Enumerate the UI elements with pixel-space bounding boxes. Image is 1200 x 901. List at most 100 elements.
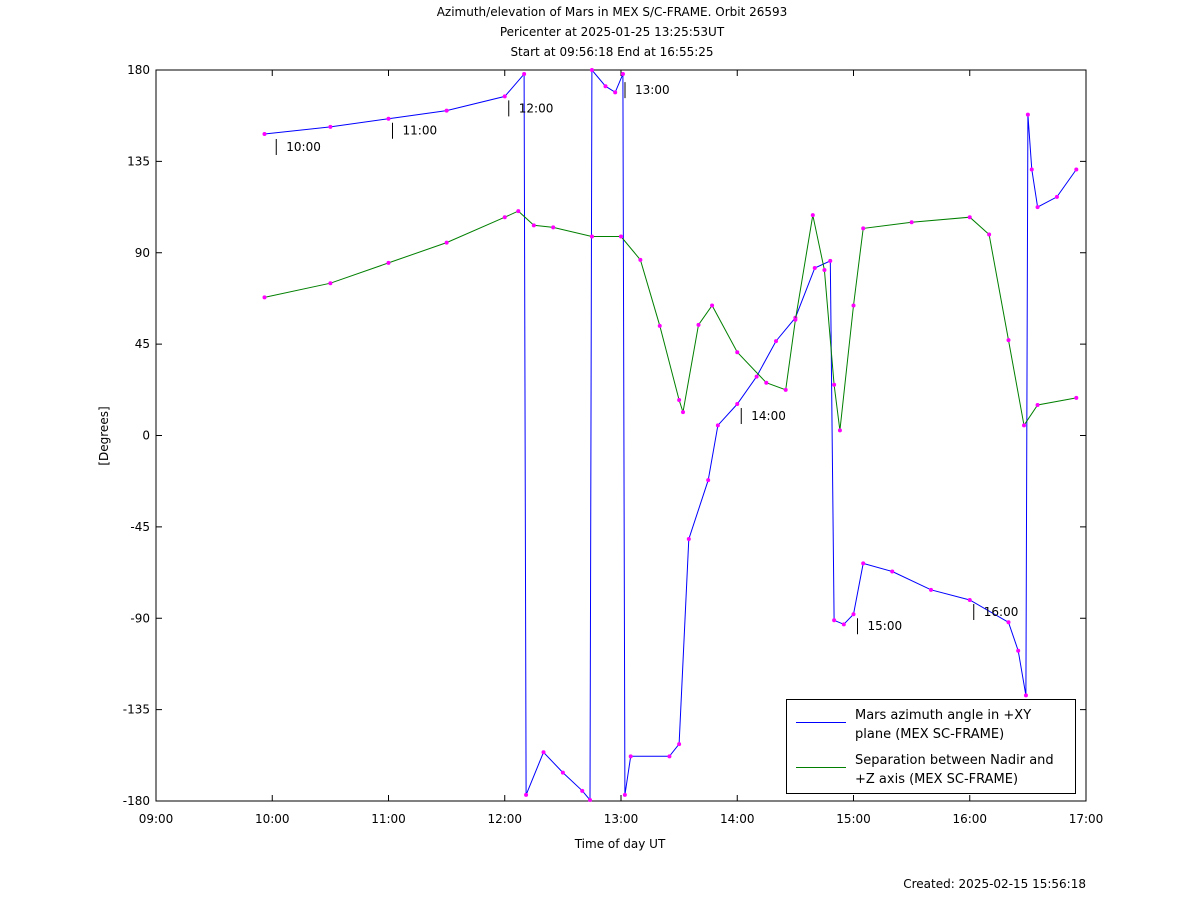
point-marker: [715, 423, 720, 428]
point-marker: [1035, 403, 1040, 408]
point-marker: [841, 622, 846, 627]
point-marker: [1035, 205, 1040, 210]
point-marker: [502, 94, 507, 99]
annotation: 14:00: [751, 409, 786, 423]
y-tick-label: 90: [135, 246, 150, 260]
point-marker: [832, 382, 837, 387]
point-marker: [386, 260, 391, 265]
point-marker: [783, 387, 788, 392]
point-marker: [667, 754, 672, 759]
point-marker: [764, 380, 769, 385]
point-marker: [622, 792, 627, 797]
annotation: 16:00: [984, 605, 1019, 619]
point-marker: [1022, 423, 1026, 428]
y-tick-label: -135: [123, 703, 150, 717]
point-marker: [774, 339, 778, 344]
point-marker: [681, 410, 685, 415]
point-marker: [588, 797, 592, 802]
point-marker: [524, 792, 529, 797]
y-axis-label: [Degrees]: [97, 406, 111, 465]
point-marker: [589, 68, 594, 72]
point-marker: [735, 402, 740, 407]
point-marker: [909, 220, 914, 225]
legend-label: Separation between Nadir and +Z axis (ME…: [855, 753, 1054, 787]
y-tick-label: -45: [130, 520, 150, 534]
y-tick-label: 0: [142, 429, 150, 443]
point-marker: [522, 72, 527, 77]
point-marker: [1025, 112, 1030, 117]
point-marker: [837, 428, 842, 433]
point-marker: [677, 742, 682, 747]
point-marker: [706, 478, 711, 483]
point-marker: [628, 754, 633, 759]
point-marker: [1074, 395, 1079, 400]
point-marker: [531, 223, 536, 228]
point-marker: [589, 234, 594, 239]
point-marker: [603, 84, 608, 89]
footer: Created: 2025-02-15 15:56:18: [903, 877, 1086, 891]
point-marker: [1006, 620, 1011, 625]
point-marker: [328, 124, 333, 129]
x-tick-label: 17:00: [1069, 812, 1104, 826]
point-marker: [735, 350, 740, 355]
point-marker: [516, 209, 521, 214]
point-marker: [696, 322, 701, 327]
point-marker: [262, 131, 267, 136]
subtitle: Pericenter at 2025-01-25 13:25:53UT: [500, 25, 725, 39]
legend-label: Mars azimuth angle in +XY plane (MEX SC-…: [855, 708, 1032, 742]
point-marker: [967, 215, 972, 220]
point-marker: [1029, 167, 1034, 172]
x-tick-label: 14:00: [720, 812, 755, 826]
point-marker: [710, 303, 715, 308]
point-marker: [551, 225, 556, 230]
point-marker: [328, 281, 333, 286]
point-marker: [560, 770, 565, 775]
y-tick-label: -180: [123, 794, 150, 808]
point-marker: [861, 561, 866, 566]
point-marker: [890, 569, 895, 574]
annotation: 12:00: [519, 101, 554, 115]
point-marker: [987, 232, 992, 237]
point-marker: [262, 295, 267, 300]
x-tick-label: 11:00: [371, 812, 406, 826]
annotation: 13:00: [635, 83, 670, 97]
point-marker: [580, 788, 585, 793]
legend-swatch: [796, 722, 846, 723]
x-tick-label: 16:00: [952, 812, 987, 826]
x-tick-label: 09:00: [139, 812, 174, 826]
chart-title: Azimuth/elevation of Mars in MEX S/C-FRA…: [437, 5, 788, 19]
point-marker: [638, 257, 643, 262]
y-tick-label: 135: [127, 154, 150, 168]
plot-frame: [155, 69, 1087, 802]
point-marker: [967, 597, 972, 602]
point-marker: [828, 258, 833, 263]
point-marker: [851, 303, 856, 308]
point-marker: [851, 612, 856, 617]
point-marker: [1074, 167, 1079, 172]
point-marker: [793, 317, 798, 322]
series-line: [264, 210, 1077, 431]
point-marker: [1023, 693, 1028, 698]
point-marker: [619, 234, 623, 239]
subtitle: Start at 09:56:18 End at 16:55:25: [510, 45, 713, 59]
point-marker: [861, 226, 866, 231]
x-axis-label: Time of day UT: [574, 837, 666, 851]
x-tick-label: 15:00: [836, 812, 871, 826]
point-marker: [444, 108, 449, 113]
x-tick-label: 13:00: [604, 812, 639, 826]
y-tick-label: -90: [130, 611, 150, 625]
point-marker: [929, 587, 933, 592]
annotation: 11:00: [403, 124, 438, 138]
point-marker: [657, 323, 662, 328]
legend: Mars azimuth angle in +XY plane (MEX SC-…: [786, 699, 1076, 794]
point-marker: [1054, 194, 1059, 199]
annotation: 15:00: [868, 619, 903, 633]
annotation: 10:00: [286, 140, 321, 154]
point-marker: [822, 268, 827, 273]
point-marker: [541, 750, 546, 755]
point-marker: [620, 72, 625, 77]
point-marker: [386, 116, 391, 121]
y-tick-label: 45: [135, 337, 150, 351]
